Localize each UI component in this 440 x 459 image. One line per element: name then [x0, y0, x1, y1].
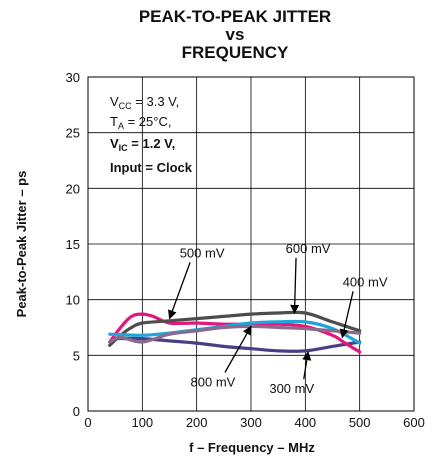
chart-title: PEAK-TO-PEAK JITTER vs FREQUENCY	[139, 7, 331, 62]
grid	[88, 77, 414, 411]
chart-title-line-3: FREQUENCY	[182, 43, 289, 62]
x-tick-label: 200	[186, 415, 208, 430]
series-line-800-mv	[108, 324, 362, 344]
condition-input: Input = Clock	[110, 160, 193, 175]
x-tick-label: 400	[294, 415, 316, 430]
series-layer	[108, 310, 362, 354]
x-tick-label: 300	[240, 415, 262, 430]
chart-title-line-1: PEAK-TO-PEAK JITTER	[139, 7, 331, 26]
conditions-box: VCC = 3.3 V, TA = 25°C, VIC = 1.2 V, Inp…	[110, 94, 193, 175]
series-line-600-mv	[108, 319, 362, 345]
condition-ta: TA = 25°C,	[110, 114, 171, 131]
annotation-label: 400 mV	[343, 274, 388, 289]
series-line-500-mv	[108, 310, 362, 347]
plot-frame	[87, 76, 415, 412]
x-tick-label: 100	[131, 415, 153, 430]
annotation-label: 800 mV	[191, 375, 236, 390]
series-line-400-mv	[108, 312, 362, 354]
x-axis-label: f – Frequency – MHz	[189, 440, 315, 455]
y-tick-label: 0	[73, 404, 80, 419]
condition-vcc: VCC = 3.3 V,	[110, 94, 179, 111]
y-tick-label: 25	[66, 126, 80, 141]
annotation-label: 300 mV	[269, 381, 314, 396]
annotation-arrow	[339, 291, 354, 339]
annotation-arrow	[224, 325, 252, 373]
condition-vic: VIC = 1.2 V,	[110, 136, 175, 153]
y-tick-label: 5	[73, 348, 80, 363]
x-tick-label: 500	[349, 415, 371, 430]
annotation-label: 600 mV	[286, 241, 331, 256]
y-tick-label: 30	[66, 70, 80, 85]
y-tick-label: 10	[66, 293, 80, 308]
annotation-arrow	[290, 257, 300, 314]
annotation-arrow	[302, 351, 312, 380]
y-axis-label: Peak-to-Peak Jitter – ps	[14, 171, 29, 318]
tick-labels: 0 100 200 300 400 500 600 0 5 10 15 20 25 30	[66, 70, 425, 430]
annotations: 500 mV 600 mV 400 mV 800 mV 300 mV	[168, 241, 388, 396]
y-tick-label: 15	[66, 237, 80, 252]
y-tick-label: 20	[66, 181, 80, 196]
annotation-arrow	[168, 262, 191, 320]
x-tick-label: 600	[403, 415, 425, 430]
x-tick-label: 0	[84, 415, 91, 430]
chart-title-line-2: vs	[226, 25, 245, 44]
annotation-label: 500 mV	[180, 245, 225, 260]
